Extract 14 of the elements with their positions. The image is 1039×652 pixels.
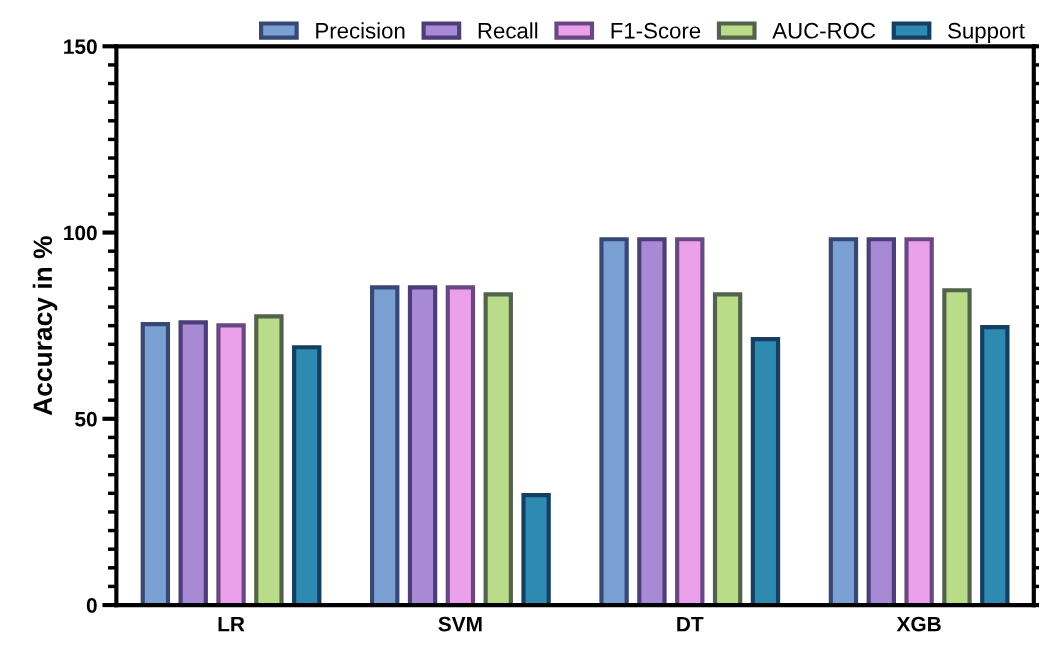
x-tick-label: DT <box>677 616 704 632</box>
y-tick-label: 150 <box>64 39 97 55</box>
legend-label: Recall <box>478 22 538 39</box>
y-axis-title: Accuracy in % <box>32 236 58 416</box>
x-tick-label: LR <box>218 616 245 632</box>
y-tick-label: 0 <box>86 598 97 613</box>
legend-label: AUC-ROC <box>772 22 876 39</box>
legend-label: F1-Score <box>611 22 701 39</box>
legend-label: Support <box>948 22 1025 43</box>
legend-label: Precision <box>316 22 405 39</box>
x-tick-label: SVM <box>438 616 482 632</box>
y-tick-label: 50 <box>75 411 97 427</box>
x-tick-label: XGB <box>896 616 941 632</box>
y-tick-label: 100 <box>64 225 97 241</box>
